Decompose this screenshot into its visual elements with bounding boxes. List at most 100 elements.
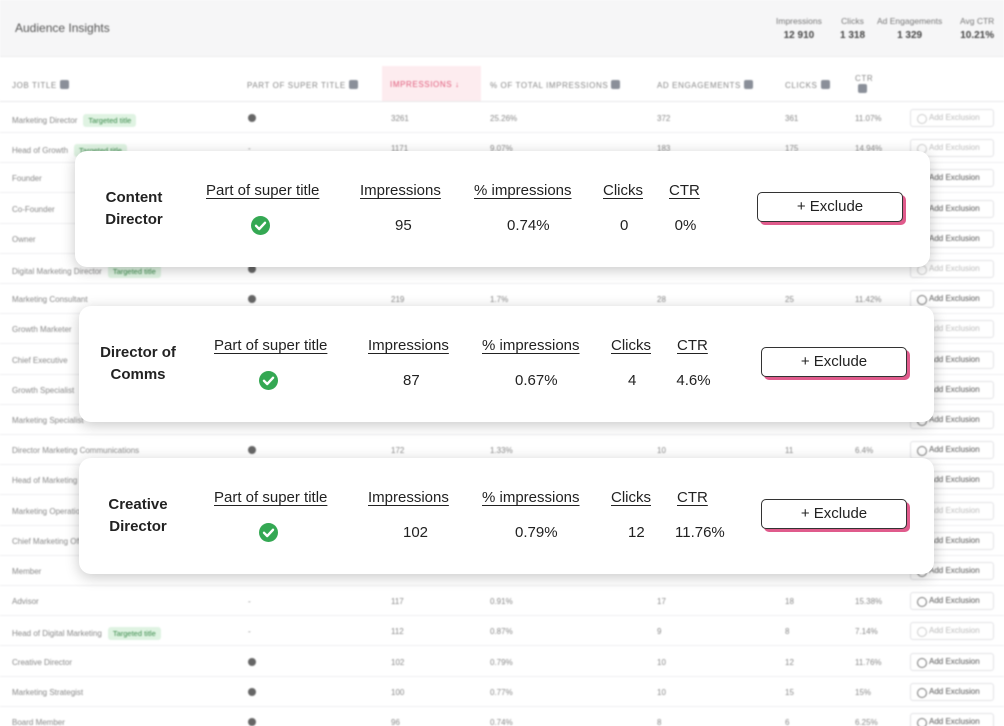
ctr-value: 11.42% [855, 295, 882, 305]
super-title-value: - [248, 627, 251, 637]
col-job-title[interactable]: JOB TITLE [12, 80, 69, 90]
job-title: Advisor [12, 597, 39, 607]
impressions-value: 100 [391, 687, 405, 697]
check-icon [248, 446, 256, 455]
card-header-super-title: Part of super title [206, 182, 320, 199]
impressions-value: 3261 [391, 114, 409, 123]
table-row: Head of Digital Marketing Targeted title -… [0, 616, 1004, 647]
impressions-value: 112 [391, 627, 404, 637]
job-title-card: Content Director Part of super title Impre… [75, 151, 930, 267]
engagements-value: 372 [657, 114, 671, 123]
job-title: Member [12, 567, 42, 576]
col-ctr[interactable]: CTR [855, 74, 873, 95]
add-exclusion-button[interactable]: Add Exclusion [910, 592, 994, 611]
clicks-value: 12 [785, 657, 794, 667]
exclude-button[interactable]: + Exclude [761, 347, 907, 377]
job-title: Growth Marketer [12, 325, 72, 335]
job-title: Chief Marketing Officer [12, 536, 94, 546]
card-header-impressions: Impressions [368, 337, 449, 354]
job-title: Marketing Director Targeted title [12, 114, 137, 127]
impressions-header-highlight[interactable]: IMPRESSIONS ↓ [382, 66, 481, 102]
engagements-value: 10 [657, 657, 666, 667]
pct-value: 25.26% [490, 114, 518, 123]
info-icon [858, 84, 867, 93]
job-title: Owner [12, 234, 36, 244]
card-title: Creative Director [108, 496, 168, 535]
add-exclusion-button[interactable]: Add Exclusion [910, 682, 994, 701]
col-super-title[interactable]: PART OF SUPER TITLE [247, 80, 358, 90]
card-clicks-value: 4 [628, 372, 637, 389]
table-row: Advisor - 117 0.91% 17 18 15.38% Add Exclusion [0, 586, 1004, 617]
info-icon [820, 80, 830, 89]
add-exclusion-button[interactable]: Add Exclusion [910, 441, 994, 460]
job-title-card: Creative Director Part of super title Impr… [79, 458, 934, 574]
engagements-value: 8 [657, 718, 662, 726]
card-impressions-value: 95 [395, 217, 412, 234]
card-ctr-value: 4.6% [676, 372, 711, 389]
pct-value: 0.87% [490, 627, 513, 637]
col-impressions[interactable]: IMPRESSIONS ↓ [390, 80, 460, 89]
card-header-ctr: CTR [677, 337, 708, 354]
job-title: Marketing Consultant [12, 295, 88, 305]
summary-avg-ctr: Avg CTR 10.21% [960, 16, 995, 41]
add-exclusion-button[interactable]: Add Exclusion [910, 139, 994, 158]
check-icon [248, 657, 256, 666]
table-row: Digital Marketing Director Targeted title… [0, 254, 1004, 284]
pct-value: 0.77% [490, 687, 513, 697]
card-header-impressions: Impressions [360, 182, 441, 199]
check-icon [248, 718, 256, 726]
exclude-button[interactable]: + Exclude [757, 192, 903, 222]
exclude-button[interactable]: + Exclude [761, 499, 907, 529]
impressions-value: 1171 [391, 144, 409, 154]
check-circle-icon [259, 523, 278, 542]
job-title: Board Member [12, 718, 65, 726]
info-icon [59, 80, 69, 89]
job-title: Founder [12, 174, 42, 184]
add-exclusion-button[interactable]: Add Exclusion [910, 229, 994, 248]
add-exclusion-button[interactable]: Add Exclusion [910, 622, 994, 641]
add-exclusion-button[interactable]: Add Exclusion [910, 290, 994, 309]
card-header-impressions: Impressions [368, 489, 449, 506]
summary-ad-engagements: Ad Engagements 1 329 [877, 16, 943, 41]
impressions-value: 96 [391, 718, 400, 726]
super-title-value: - [248, 144, 251, 154]
pct-value: 0.74% [490, 718, 513, 726]
card-header-ctr: CTR [677, 489, 708, 506]
add-exclusion-button[interactable]: Add Exclusion [910, 652, 994, 671]
col-ad-engagements[interactable]: AD ENGAGEMENTS [657, 80, 753, 90]
job-title: Co-Founder [12, 204, 55, 214]
card-title: Director of Comms [100, 344, 176, 383]
add-exclusion-button[interactable]: Add Exclusion [910, 713, 994, 726]
pct-value: 1.33% [490, 446, 513, 456]
card-clicks-value: 12 [628, 524, 645, 541]
engagements-value: 183 [657, 144, 671, 154]
pct-value: 0.79% [490, 657, 513, 667]
clicks-value: 361 [785, 114, 799, 123]
ctr-value: 6.4% [855, 446, 874, 456]
card-pct-value: 0.67% [515, 372, 558, 389]
card-title: Content Director [105, 189, 163, 228]
info-icon [611, 80, 621, 89]
job-title: Creative Director [12, 657, 73, 667]
clicks-value: 175 [785, 144, 799, 154]
col-pct-total[interactable]: % OF TOTAL IMPRESSIONS [490, 80, 621, 90]
clicks-value: 11 [785, 446, 794, 456]
clicks-value: 18 [785, 597, 794, 607]
card-header-pct: % impressions [482, 489, 580, 506]
ctr-value: 11.07% [855, 114, 882, 123]
col-clicks[interactable]: CLICKS [785, 80, 830, 90]
add-exclusion-button[interactable]: Add Exclusion [910, 109, 994, 127]
table-row: Board Member 96 0.74% 8 6 6.25% Add Exclusion [0, 707, 1004, 726]
clicks-value: 8 [785, 627, 790, 637]
card-header-super-title: Part of super title [214, 489, 328, 506]
check-icon [248, 687, 256, 696]
job-title: Head of Digital Marketing Targeted title [12, 627, 161, 641]
card-header-ctr: CTR [669, 182, 700, 199]
engagements-value: 9 [657, 627, 662, 637]
targeted-badge: Targeted title [83, 114, 137, 127]
job-title: Marketing Specialist [12, 416, 84, 425]
card-header-pct: % impressions [482, 337, 580, 354]
pct-value: 1.7% [490, 295, 509, 305]
card-ctr-value: 11.76% [675, 524, 725, 541]
pct-value: 0.91% [490, 597, 513, 607]
